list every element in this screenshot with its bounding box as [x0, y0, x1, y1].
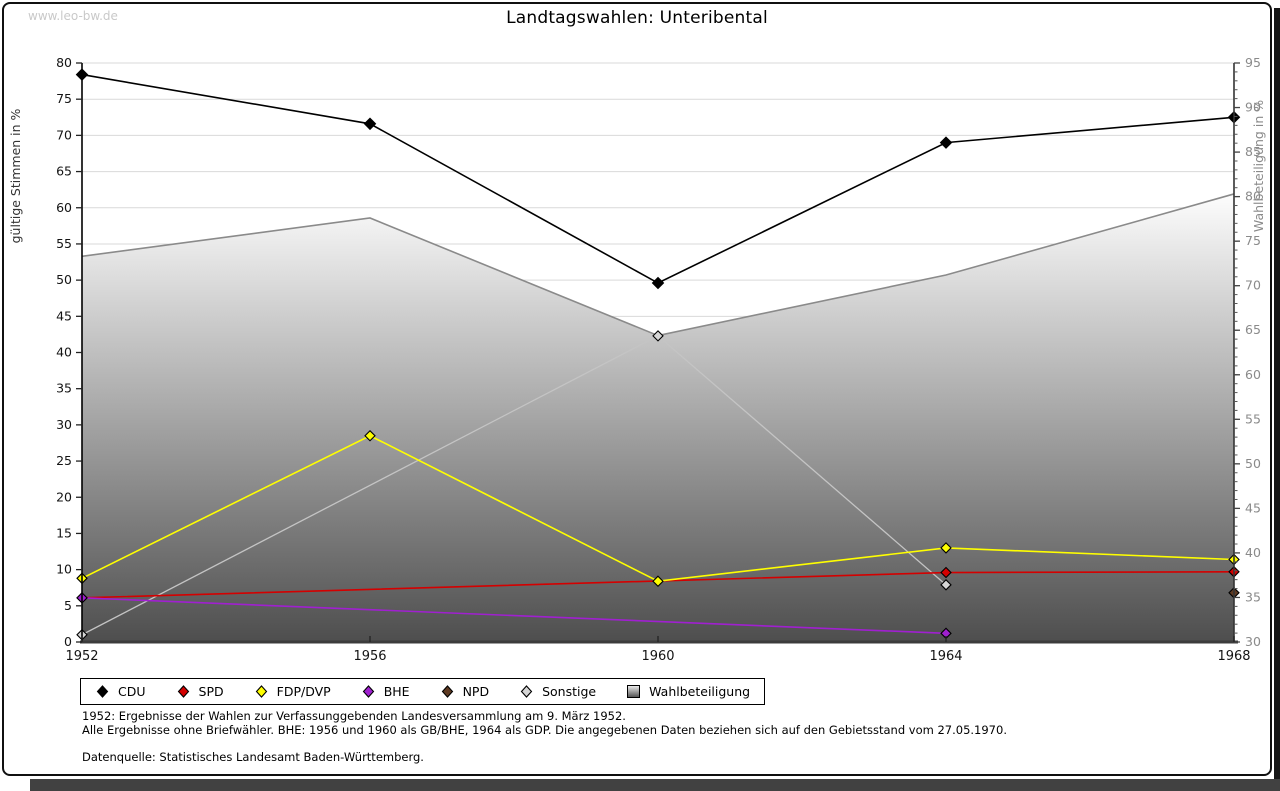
fdp-dvp-marker — [364, 429, 376, 442]
cdu-marker — [363, 117, 377, 131]
legend-label: Sonstige — [542, 684, 597, 699]
right-tick-label: 45 — [1245, 500, 1261, 515]
sonstige-marker — [940, 579, 952, 591]
legend-label: SPD — [198, 684, 224, 699]
right-tick-label: 65 — [1245, 322, 1261, 337]
watermark: www.leo-bw.de — [28, 9, 118, 23]
right-tick-label: 60 — [1245, 367, 1261, 382]
wahlbeteiligung-area — [82, 193, 1234, 643]
x-tick-label: 1952 — [65, 649, 98, 664]
right-tick-label: 35 — [1245, 589, 1261, 604]
plot-area: 0 5 10 15 20 25 30 35 40 45 50 55 60 65 70 75 80 30 35 40 45… — [8, 55, 1266, 664]
fdp-dvp-marker — [940, 542, 952, 554]
left-tick-label: 20 — [56, 489, 72, 504]
left-tick-label: 65 — [56, 164, 72, 179]
wahlbeteiligung-legend-marker-icon — [627, 685, 641, 698]
right-tick-label: 30 — [1245, 634, 1261, 649]
left-tick-label: 50 — [56, 272, 72, 287]
sonstige-legend-marker-icon — [520, 685, 533, 698]
chart-panel: www.leo-bw.de Landtagswahlen: Unteribent… — [2, 2, 1272, 776]
left-tick-label: 55 — [56, 236, 72, 251]
legend-box: CDU SPD FDP/DVP BHE NPD Sonstige Wahlbeteiligu… — [80, 678, 766, 705]
legend-item-cdu: CDU — [95, 684, 146, 699]
legend-item-spd: SPD — [176, 684, 224, 699]
cdu-marker — [651, 276, 665, 290]
panel-shadow-bottom — [30, 779, 1280, 791]
footnotes: 1952: Ergebnisse der Wahlen zur Verfassu… — [82, 709, 1007, 764]
footnote-source: Datenquelle: Statistisches Landesamt Bad… — [82, 750, 424, 764]
right-tick-label: 55 — [1245, 411, 1261, 426]
right-tick-label: 90 — [1245, 100, 1261, 115]
right-tick-label: 75 — [1245, 233, 1261, 248]
footnote-line-1: 1952: Ergebnisse der Wahlen zur Verfassu… — [82, 709, 626, 723]
legend-item-bhe: BHE — [361, 684, 410, 699]
legend-label: Wahlbeteiligung — [649, 684, 751, 699]
right-tick-label: 50 — [1245, 456, 1261, 471]
left-tick-label: 60 — [56, 200, 72, 215]
legend-label: FDP/DVP — [276, 684, 331, 699]
left-tick-label: 0 — [64, 634, 72, 649]
left-tick-label: 70 — [56, 127, 72, 142]
left-tick-label: 35 — [56, 381, 72, 396]
bhe-line — [81, 597, 947, 635]
left-tick-label: 30 — [56, 417, 72, 432]
legend-item-sonstige: Sonstige — [519, 684, 596, 699]
legend-item-wahlbeteiligung: Wahlbeteiligung — [626, 684, 750, 699]
right-tick-label: 95 — [1245, 55, 1261, 70]
spd-legend-marker-icon — [177, 685, 189, 698]
cdu-legend-marker-icon — [96, 685, 109, 698]
x-tick-label: 1960 — [641, 649, 674, 664]
legend-item-fdp-dvp: FDP/DVP — [254, 684, 331, 699]
fdp-dvp-marker — [652, 575, 664, 587]
right-axis-title: Wahlbeteiligung in % — [1251, 100, 1266, 232]
right-tick-label: 85 — [1245, 144, 1261, 159]
panel-shadow-right — [1274, 8, 1280, 791]
x-tick-label: 1964 — [929, 649, 962, 664]
left-axis-title: gültige Stimmen in % — [8, 108, 23, 243]
spd-marker — [940, 566, 952, 579]
left-tick-label: 5 — [64, 598, 72, 613]
left-tick-label: 40 — [56, 345, 72, 360]
right-tick-label: 70 — [1245, 278, 1261, 293]
left-tick-label: 25 — [56, 453, 72, 468]
x-tick-label: 1968 — [1217, 649, 1250, 664]
cdu-marker — [939, 136, 953, 149]
footnote-line-2: Alle Ergebnisse ohne Briefwähler. BHE: 1… — [82, 723, 1007, 737]
legend-item-npd: NPD — [440, 684, 490, 699]
legend-label: CDU — [118, 684, 146, 699]
right-tick-label: 40 — [1245, 545, 1261, 560]
left-tick-label: 10 — [56, 562, 72, 577]
sonstige-marker — [652, 330, 664, 342]
chart-title: Landtagswahlen: Unteribental — [506, 8, 768, 28]
bhe-legend-marker-icon — [362, 685, 374, 698]
left-tick-label: 75 — [56, 91, 72, 106]
right-tick-label: 80 — [1245, 189, 1261, 204]
legend-label: NPD — [462, 684, 490, 699]
npd-legend-marker-icon — [441, 685, 453, 698]
left-tick-label: 15 — [56, 525, 72, 540]
left-tick-label: 80 — [56, 55, 72, 70]
left-tick-label: 45 — [56, 308, 72, 323]
legend-label: BHE — [383, 684, 410, 699]
x-tick-label: 1956 — [353, 649, 386, 664]
fdp-dvp-legend-marker-icon — [255, 685, 267, 698]
